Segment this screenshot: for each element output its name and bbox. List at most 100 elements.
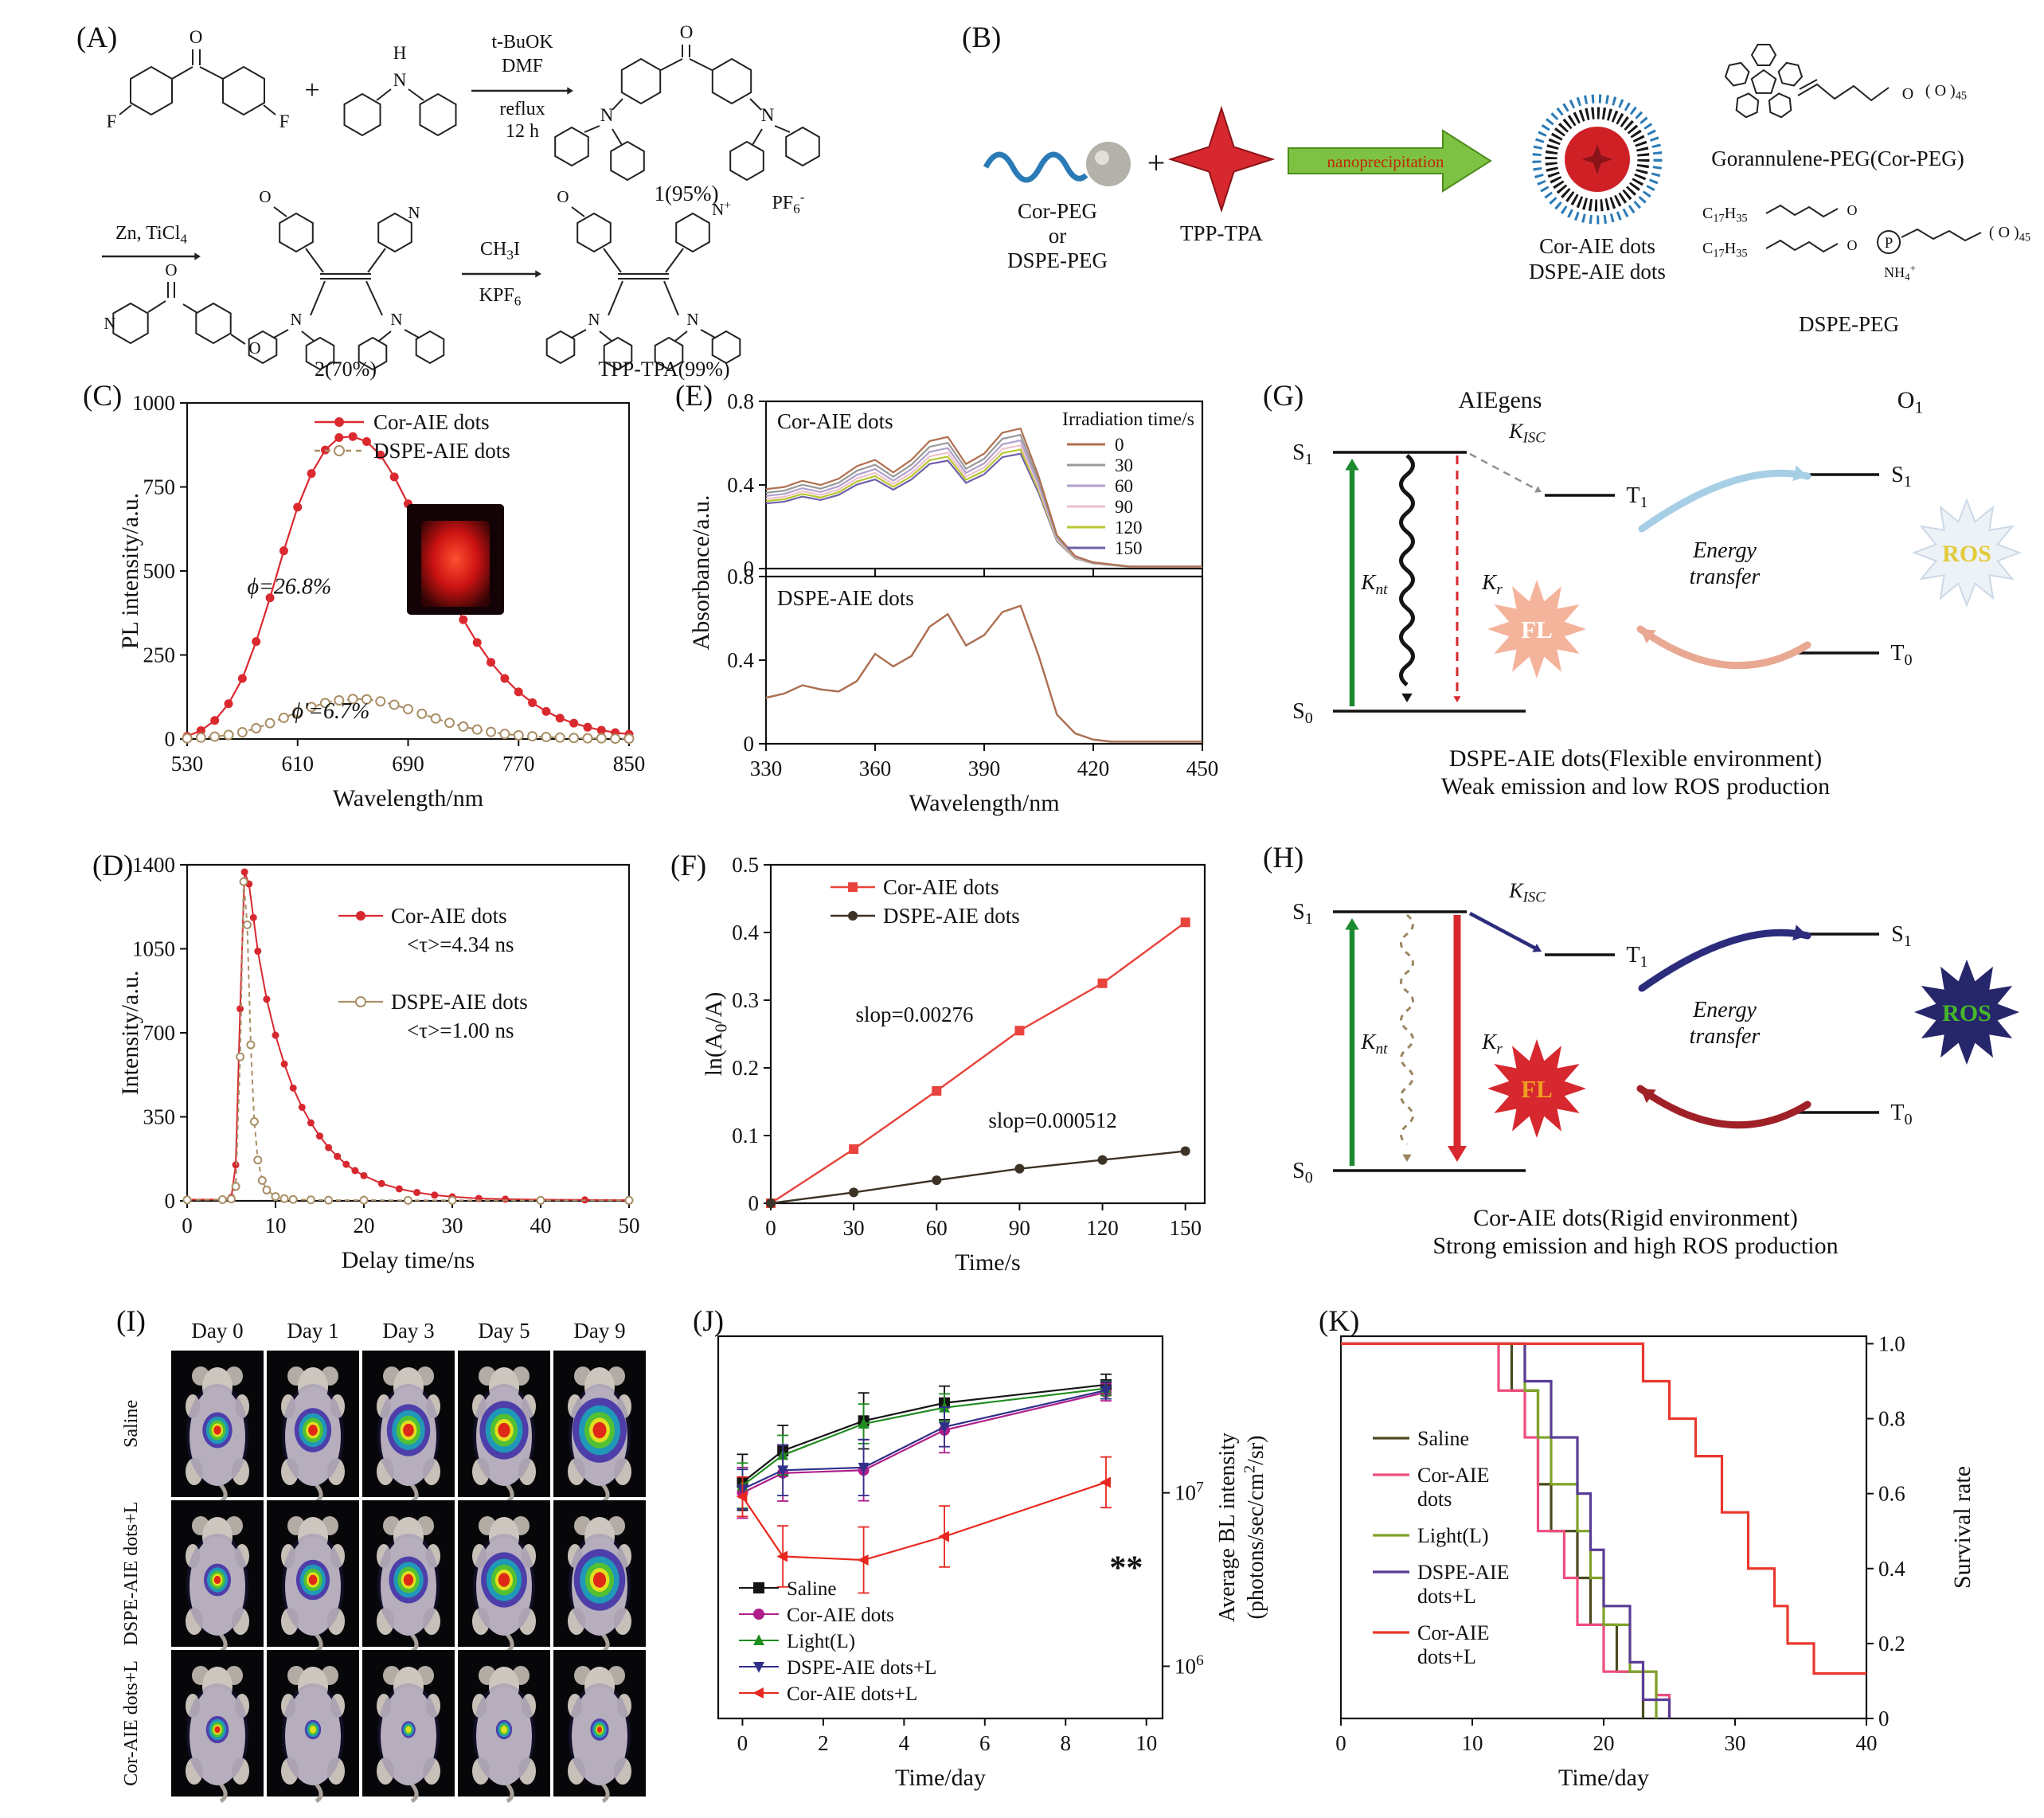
text-label: 4 <box>899 1731 910 1755</box>
line-shape <box>365 280 383 316</box>
circle-shape <box>236 1052 245 1061</box>
polyline-shape <box>765 604 1202 743</box>
ellipse-shape <box>327 1458 345 1485</box>
line-shape <box>273 329 289 338</box>
text-label: nanoprecipitation <box>1327 152 1444 171</box>
polyline-shape <box>765 427 1202 568</box>
rect-shape <box>848 882 858 892</box>
ellipse-shape <box>377 1608 394 1635</box>
text-label: 0.2 <box>732 1056 759 1080</box>
polygon-shape <box>1100 1476 1111 1488</box>
text-label: 0.4 <box>727 473 754 497</box>
circle-shape <box>766 1198 776 1208</box>
text-label: O <box>1847 202 1858 218</box>
circle-shape <box>848 911 858 921</box>
ellipse-shape <box>614 1757 631 1785</box>
panel-label-d: (D) <box>92 850 134 882</box>
polyline-shape <box>765 604 1202 743</box>
panel-d-lifetime-chart: 0 10 20 30 40 50 0 350 700 1050 1400 Delay time/ns I… <box>117 853 640 1273</box>
text-label: Cor-AIE dots <box>373 410 490 434</box>
circle-shape <box>472 638 482 647</box>
circle-shape <box>1095 151 1109 165</box>
text-label: O <box>259 187 271 206</box>
text-label: 0.1 <box>732 1124 759 1147</box>
text-label: 0.4 <box>1878 1557 1905 1581</box>
path-shape <box>1400 913 1414 1146</box>
circle-shape <box>324 1195 334 1205</box>
text-label: Light(L) <box>1417 1524 1489 1547</box>
line-shape <box>612 98 623 111</box>
ellipse-shape <box>568 1694 582 1718</box>
circle-shape <box>583 722 592 732</box>
text-label: N <box>393 70 407 90</box>
text-label: N <box>290 310 302 329</box>
ellipse-shape <box>377 1544 391 1568</box>
circle-shape <box>227 1194 236 1204</box>
ellipse-shape <box>330 1694 345 1718</box>
text-label: Light(L) <box>787 1631 855 1652</box>
text-label: O <box>1847 237 1858 253</box>
polygon-shape <box>1453 696 1461 702</box>
ellipse-shape <box>214 1726 221 1734</box>
line-shape <box>199 66 224 80</box>
ellipse-shape <box>403 1423 414 1437</box>
circle-shape <box>334 1152 342 1160</box>
circle-shape <box>514 687 523 697</box>
text-label: <τ>=1.00 ns <box>407 1018 514 1042</box>
circle-shape <box>359 1195 369 1205</box>
polygon-shape <box>1532 943 1542 952</box>
circle-shape <box>334 694 345 706</box>
panel-c-pl-spectrum-chart: 530 610 690 770 850 0 250 500 750 1000 Wavelength/… <box>117 391 645 811</box>
text-label: 0.2 <box>1878 1632 1905 1656</box>
text-label: 40 <box>1856 1731 1878 1755</box>
ellipse-shape <box>327 1757 345 1785</box>
circle-shape <box>528 698 537 707</box>
circle-shape <box>554 732 565 743</box>
text-label: N <box>390 310 402 329</box>
rect-shape <box>932 1085 942 1096</box>
text-label: O <box>165 260 177 280</box>
text-label: 90 <box>1115 497 1133 517</box>
circle-shape <box>389 699 400 710</box>
polygon-shape <box>248 330 278 365</box>
circle-shape <box>500 674 510 683</box>
polygon-shape <box>1750 44 1777 66</box>
panel-g-jablonski-dspe-diagram: AIEgens O1 S1 S0 Knt Kr KISC T1 FL S1 T0 Energytran… <box>1292 387 2022 800</box>
text-label: 700 <box>143 1021 176 1045</box>
panel-e-absorbance-chart: 0 0.4 0.8 330 360 390 420 450 0 0.4 0.8 Wavelength/… <box>688 389 1218 816</box>
ellipse-shape <box>235 1694 249 1718</box>
text-label: 60 <box>1115 476 1133 496</box>
circle-shape <box>499 729 510 740</box>
circle-shape <box>375 696 386 707</box>
text-label: FL <box>1521 1075 1553 1103</box>
day-header: Day 9 <box>573 1319 625 1343</box>
text-label: Strong emission and high ROS production <box>1432 1233 1838 1259</box>
text-label: Time/day <box>1558 1765 1649 1791</box>
circle-shape <box>249 1117 259 1127</box>
line-shape <box>584 125 600 133</box>
circle-shape <box>263 995 271 1003</box>
panel-k-survival-chart: 0 10 20 30 4000.20.40.60.81.0Time/daySurviva… <box>1335 1331 1976 1791</box>
panel-f-kinetics-chart: 0 30 60 90 120 150 0 0.1 0.2 0.3 0.4 0.5 Time/s ln(A0… <box>701 853 1206 1276</box>
circle-shape <box>1097 1155 1108 1165</box>
polygon-shape <box>753 1634 764 1645</box>
ellipse-shape <box>232 1757 249 1785</box>
text-label: Saline <box>787 1578 837 1600</box>
ellipse-shape <box>327 1608 345 1635</box>
text-label: PL intensity/a.u. <box>117 493 143 649</box>
panel-label-a: (A) <box>76 22 118 54</box>
polygon-shape <box>1768 92 1792 119</box>
circle-shape <box>257 1175 267 1185</box>
ellipse-shape <box>377 1394 391 1418</box>
text-label: 0 <box>748 1191 760 1215</box>
polygon-shape <box>736 1491 748 1503</box>
ellipse-shape <box>568 1458 585 1485</box>
line-shape <box>660 58 683 71</box>
circle-shape <box>555 714 565 723</box>
text-label: Cor-AIE dots+L <box>787 1683 917 1705</box>
polygon-shape <box>729 140 764 182</box>
panel-label-b: (B) <box>962 22 1002 54</box>
text-label: 0 <box>165 1189 176 1213</box>
polygon-shape <box>603 336 633 371</box>
